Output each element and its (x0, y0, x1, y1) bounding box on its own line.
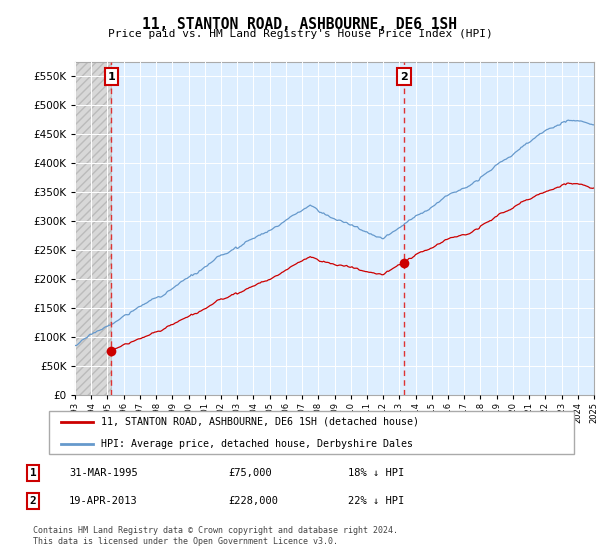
Text: 11, STANTON ROAD, ASHBOURNE, DE6 1SH (detached house): 11, STANTON ROAD, ASHBOURNE, DE6 1SH (de… (101, 417, 419, 427)
Bar (75, 62, 112, 395)
Bar (75, 62, 112, 395)
Text: 19-APR-2013: 19-APR-2013 (69, 496, 138, 506)
Text: 1: 1 (29, 468, 37, 478)
Text: 1: 1 (107, 72, 115, 82)
Text: Price paid vs. HM Land Registry's House Price Index (HPI): Price paid vs. HM Land Registry's House … (107, 29, 493, 39)
Text: HPI: Average price, detached house, Derbyshire Dales: HPI: Average price, detached house, Derb… (101, 438, 413, 449)
Text: 18% ↓ HPI: 18% ↓ HPI (348, 468, 404, 478)
Text: 11, STANTON ROAD, ASHBOURNE, DE6 1SH: 11, STANTON ROAD, ASHBOURNE, DE6 1SH (143, 17, 458, 32)
Text: £75,000: £75,000 (228, 468, 272, 478)
Text: 31-MAR-1995: 31-MAR-1995 (69, 468, 138, 478)
FancyBboxPatch shape (49, 410, 574, 455)
Text: £228,000: £228,000 (228, 496, 278, 506)
Text: Contains HM Land Registry data © Crown copyright and database right 2024.
This d: Contains HM Land Registry data © Crown c… (33, 526, 398, 546)
Text: 2: 2 (29, 496, 37, 506)
Text: 2: 2 (400, 72, 408, 82)
Text: 22% ↓ HPI: 22% ↓ HPI (348, 496, 404, 506)
